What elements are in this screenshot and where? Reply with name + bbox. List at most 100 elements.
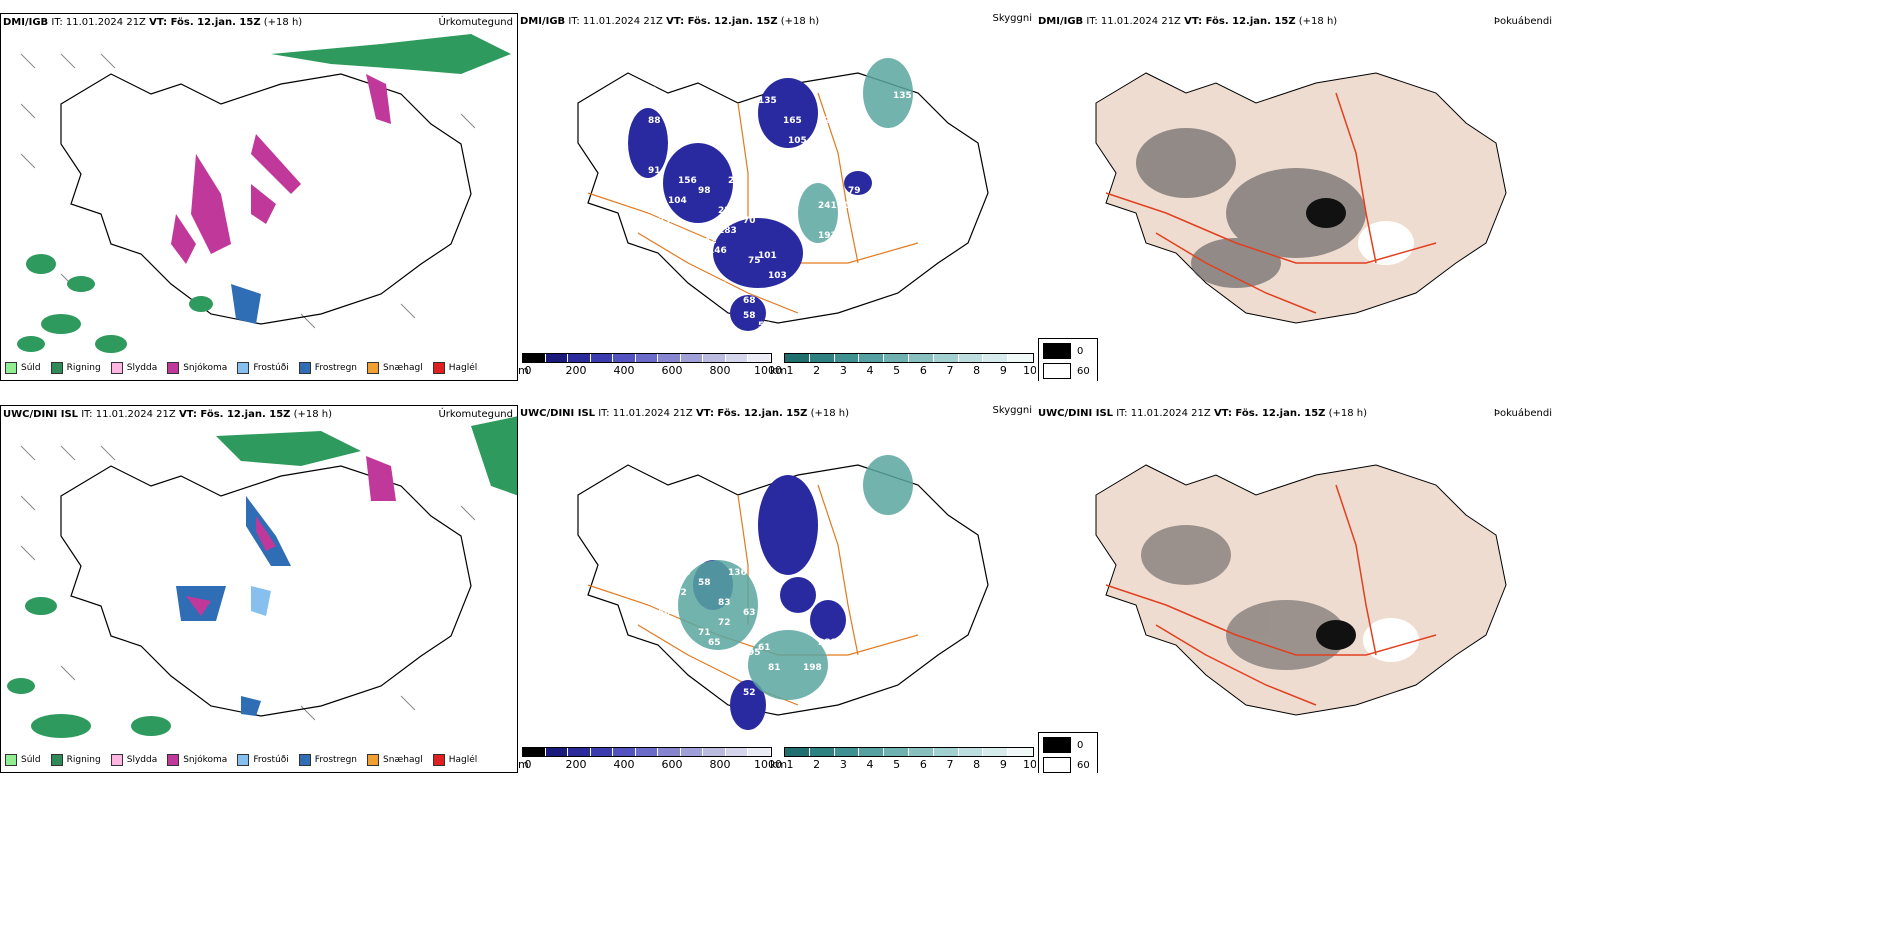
fog-legend: 0 60	[1038, 338, 1098, 381]
visibility-value-label: 72	[668, 136, 681, 146]
scale-bin	[933, 748, 959, 756]
scale-tick-label: 4	[866, 364, 874, 377]
scale-tick-label: 8	[973, 364, 981, 377]
visibility-value-label: 58	[743, 311, 756, 321]
visibility-value-label: 75	[748, 256, 761, 266]
visibility-map-top: 132 107 88 72 91 156 104 98 214 228 183 70 80 142 251 1…	[577, 58, 989, 341]
legend-label: Slydda	[126, 363, 158, 373]
scale-tick-label: 600	[661, 364, 683, 377]
scale-tick-label: 800	[709, 758, 731, 771]
visibility-value-label: 54	[758, 321, 771, 331]
visibility-value-label: 12	[658, 678, 671, 688]
fog-legend-bottom: 60	[1077, 365, 1090, 377]
legend-item: Rigning	[50, 362, 101, 374]
legend-item: Snæhagl	[367, 362, 423, 374]
legend-swatch	[167, 362, 180, 374]
visibility-value-label: 81	[768, 663, 781, 673]
height-unit: m	[518, 758, 529, 771]
scale-bin	[809, 354, 835, 362]
visibility-value-label: 111	[668, 528, 687, 538]
scale-tick-label: 7	[946, 364, 954, 377]
visibility-value-label: 72	[718, 618, 731, 628]
visibility-value-label: 68	[743, 296, 756, 306]
it-label: IT:	[568, 16, 580, 27]
scale-tick-label: 3	[839, 758, 847, 771]
legend-label: Haglél	[448, 755, 478, 765]
scale-bin	[658, 748, 681, 756]
visibility-unit: km	[770, 364, 788, 377]
scale-tick-label: 2	[813, 758, 821, 771]
panel-header: UWC/DINI ISL IT: 11.01.2024 21Z VT: Fös.…	[520, 408, 849, 419]
model-name: DMI/IGB	[520, 16, 566, 27]
visibility-value-label: 72	[708, 673, 721, 683]
legend-swatch	[50, 362, 63, 374]
scale-bin	[958, 748, 984, 756]
scale-bin	[613, 354, 636, 362]
legend-item: Frostregn	[298, 754, 357, 766]
it-label: IT:	[1116, 408, 1128, 419]
panel-header: DMI/IGB IT: 11.01.2024 21Z VT: Fös. 12.j…	[1038, 16, 1337, 27]
vt-label: VT: Fös. 12.jan. 15Z	[1213, 408, 1326, 419]
visibility-value-label: 107	[608, 508, 627, 518]
visibility-value-label: 103	[768, 271, 787, 281]
scale-bin	[859, 748, 885, 756]
legend-label: Rigning	[66, 755, 101, 765]
panel-header: DMI/IGB IT: 11.01.2024 21Z VT: Fös. 12.j…	[3, 17, 302, 28]
height-scale	[522, 747, 772, 757]
scale-tick-label: 200	[565, 364, 587, 377]
lead-time: (+18 h)	[780, 16, 820, 27]
scale-tick-label: 400	[613, 364, 635, 377]
visibility-value-label: 251	[658, 216, 677, 226]
scale-tick-label: 600	[661, 758, 683, 771]
visibility-value-label: 61	[758, 643, 771, 653]
it-value: 11.01.2024 21Z	[1130, 408, 1211, 419]
legend-label: Snæhagl	[383, 755, 423, 765]
scale-bin	[809, 748, 835, 756]
visibility-value-label: 105	[788, 136, 807, 146]
it-value: 11.01.2024 21Z	[95, 409, 176, 420]
scale-bin	[933, 354, 959, 362]
vt-label: VT: Fös. 12.jan. 15Z	[666, 16, 778, 27]
visibility-value-label: 241	[818, 201, 837, 211]
legend-swatch	[237, 362, 250, 374]
visibility-value-label: 95	[748, 648, 761, 658]
legend-swatch	[5, 362, 17, 374]
scale-tick-label: 0	[524, 364, 532, 377]
visibility-panel-bottom: 89 107 106 111 56 88 132 58 136 83 72 63 41 71 50 65 93 9…	[518, 405, 1036, 773]
legend-swatch	[432, 362, 445, 374]
visibility-panel-top: 132 107 88 72 91 156 104 98 214 228 183 70 80 142 251 1…	[518, 13, 1036, 381]
legend-item: Snjókoma	[167, 754, 227, 766]
model-name: UWC/DINI ISL	[1038, 408, 1114, 419]
scale-tick-label: 5	[893, 364, 901, 377]
model-name: UWC/DINI ISL	[520, 408, 596, 419]
panel-header: DMI/IGB IT: 11.01.2024 21Z VT: Fös. 12.j…	[520, 16, 819, 27]
visibility-value-label: 136	[728, 568, 747, 578]
visibility-value-label: 39	[938, 126, 951, 136]
fog-map-bottom	[1095, 464, 1507, 716]
vt-label: VT: Fös. 12.jan. 15Z	[149, 17, 261, 28]
it-value: 11.01.2024 21Z	[582, 16, 663, 27]
visibility-value-label: 72	[818, 116, 831, 126]
precip-map-bottom	[7, 416, 517, 738]
scale-bin	[523, 354, 546, 362]
fog-legend-top: 0	[1077, 739, 1084, 751]
legend-swatch	[432, 754, 445, 766]
visibility-value-label: 142	[698, 236, 717, 246]
legend-item: Rigning	[50, 754, 101, 766]
scale-tick-label: 5	[893, 758, 901, 771]
visibility-value-label: 71	[698, 628, 711, 638]
visibility-value-label: 214	[728, 176, 747, 186]
vt-label: VT: Fös. 12.jan. 15Z	[1184, 16, 1296, 27]
visibility-value-label: 85	[678, 266, 691, 276]
precip-map-top	[17, 34, 511, 353]
visibility-value-label: 109	[838, 201, 857, 211]
legend-label: Frostúði	[253, 363, 289, 373]
scale-tick-label: 200	[565, 758, 587, 771]
legend-label: Frostregn	[314, 363, 358, 373]
visibility-value-label: 70	[743, 216, 756, 226]
visibility-value-label: 145	[658, 286, 677, 296]
scale-bin	[545, 748, 569, 756]
model-name: DMI/IGB	[3, 17, 49, 28]
scale-bin	[725, 354, 749, 362]
legend-label: Slydda	[126, 755, 158, 765]
